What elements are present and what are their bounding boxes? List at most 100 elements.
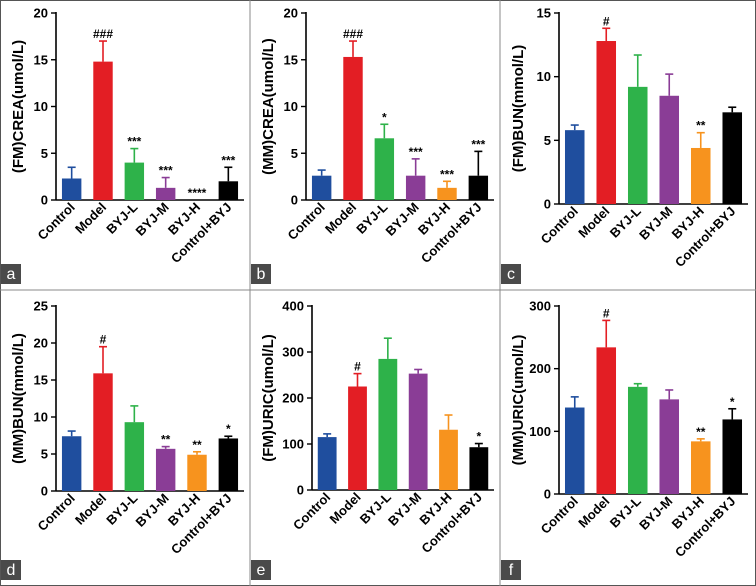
chart-panel-e: 0100200300400(FM)URIC(umol/L)Control#Mod… <box>251 299 494 580</box>
bar-Model <box>348 386 367 490</box>
chart-panel-b: 05101520(MM)CREA(umol/L)Control###Model*… <box>251 6 494 284</box>
y-tick-label: 15 <box>34 373 48 388</box>
significance-label: ** <box>192 438 202 452</box>
x-tick-label: BYJ-M <box>133 200 172 239</box>
x-tick-label: BYJ-M <box>636 204 675 243</box>
bar-BYJ-H <box>187 454 207 491</box>
panel-letter: c <box>507 266 515 283</box>
y-axis-title: (MM)CREA(umol/L) <box>260 38 277 175</box>
bar-Control <box>317 437 337 490</box>
y-tick-label: 100 <box>529 424 551 439</box>
significance-label: * <box>476 430 481 444</box>
x-tick-label: BYJ-M <box>385 490 424 529</box>
chart-panel-f: 0100200300(MM)URIC(umol/L)Control#ModelB… <box>501 299 748 580</box>
y-axis-title: (FM)CREA(umol/L) <box>10 40 27 173</box>
bar-Control <box>311 175 332 200</box>
y-tick-label: 0 <box>41 484 48 499</box>
y-tick-label: 10 <box>34 410 48 425</box>
bar-BYJ-M <box>155 187 176 200</box>
significance-label: *** <box>127 135 141 149</box>
y-tick-label: 20 <box>34 6 48 21</box>
significance-label: ** <box>696 119 706 133</box>
panel-letter: d <box>7 562 16 579</box>
significance-label: * <box>730 395 735 409</box>
chart-panel-c: 051015(FM)BUN(mmol/L)Control#ModelBYJ-LB… <box>501 6 748 284</box>
bar-Control <box>564 407 585 494</box>
bar-Control+BYJ <box>218 438 239 491</box>
significance-label: *** <box>159 164 173 178</box>
x-tick-label: BYJ-M <box>636 494 675 533</box>
bar-Model <box>596 347 617 494</box>
y-tick-label: 200 <box>529 361 551 376</box>
y-axis-title: (FM)BUN(mmol/L) <box>510 45 527 172</box>
bar-Control <box>61 436 82 491</box>
y-axis-title: (FM)URIC(umol/L) <box>260 334 277 461</box>
y-tick-label: 0 <box>544 197 551 212</box>
y-tick-label: 0 <box>297 483 304 498</box>
bar-BYJ-M <box>408 373 428 490</box>
bar-Model <box>93 373 113 491</box>
panel-letter: e <box>257 562 266 579</box>
bar-BYJ-H <box>690 147 711 204</box>
significance-label: # <box>354 360 361 374</box>
bar-BYJ-L <box>627 86 648 204</box>
chart-panel-d: 0510152025(MM)BUN(mmol/L)Control#ModelBY… <box>1 299 244 580</box>
y-tick-label: 10 <box>537 69 551 84</box>
significance-label: ### <box>93 27 113 41</box>
y-tick-label: 0 <box>544 487 551 502</box>
panel-letter-box <box>251 264 271 284</box>
y-tick-label: 20 <box>34 336 48 351</box>
bar-Control+BYJ <box>468 175 489 200</box>
bar-Control <box>564 130 585 204</box>
significance-label: *** <box>440 167 454 181</box>
y-tick-label: 400 <box>282 299 304 314</box>
bar-Model <box>596 41 617 204</box>
significance-label: * <box>226 422 231 436</box>
panel-letter: b <box>257 266 266 283</box>
significance-label: # <box>603 306 610 320</box>
bar-BYJ-L <box>124 162 145 200</box>
y-tick-label: 5 <box>41 447 48 462</box>
bar-Control+BYJ <box>218 181 239 200</box>
y-axis-title: (MM)BUN(mmol/L) <box>10 333 27 464</box>
panel-letter-box <box>251 560 271 580</box>
bar-Control+BYJ <box>469 447 489 490</box>
significance-label: # <box>100 333 107 347</box>
y-tick-label: 20 <box>284 6 298 21</box>
x-tick-label: Model <box>72 491 109 528</box>
bar-BYJ-L <box>378 358 398 490</box>
bar-BYJ-M <box>659 95 680 204</box>
y-tick-label: 10 <box>34 99 48 114</box>
y-tick-label: 15 <box>34 52 48 67</box>
bar-Control+BYJ <box>722 112 743 204</box>
significance-label: ** <box>696 425 706 439</box>
y-tick-label: 15 <box>284 52 298 67</box>
x-tick-label: Model <box>326 490 363 527</box>
y-tick-label: 5 <box>41 146 48 161</box>
chart-panel-a: 05101520(FM)CREA(umol/L)Control###Model*… <box>1 6 244 284</box>
bar-Model <box>93 61 113 201</box>
y-tick-label: 10 <box>284 99 298 114</box>
bar-Model <box>343 56 363 200</box>
bar-BYJ-H <box>437 187 457 200</box>
significance-label: **** <box>188 186 207 200</box>
bar-BYJ-M <box>405 175 426 200</box>
significance-label: *** <box>409 145 423 159</box>
significance-label: ### <box>343 27 363 41</box>
significance-label: # <box>603 14 610 28</box>
bar-BYJ-M <box>155 448 176 491</box>
y-tick-label: 100 <box>282 437 304 452</box>
panel-letter: f <box>509 562 514 579</box>
panel-letter: a <box>7 266 16 283</box>
y-tick-label: 0 <box>291 193 298 208</box>
y-tick-label: 200 <box>282 391 304 406</box>
x-tick-label: Model <box>322 200 359 237</box>
bar-BYJ-L <box>374 138 395 200</box>
y-axis-title: (MM)URIC(umol/L) <box>510 335 527 466</box>
bar-BYJ-M <box>659 399 680 494</box>
y-tick-label: 300 <box>529 299 551 314</box>
y-tick-label: 0 <box>41 193 48 208</box>
x-tick-label: BYJ-M <box>133 491 172 530</box>
y-tick-label: 5 <box>291 146 298 161</box>
y-tick-label: 15 <box>537 6 551 21</box>
